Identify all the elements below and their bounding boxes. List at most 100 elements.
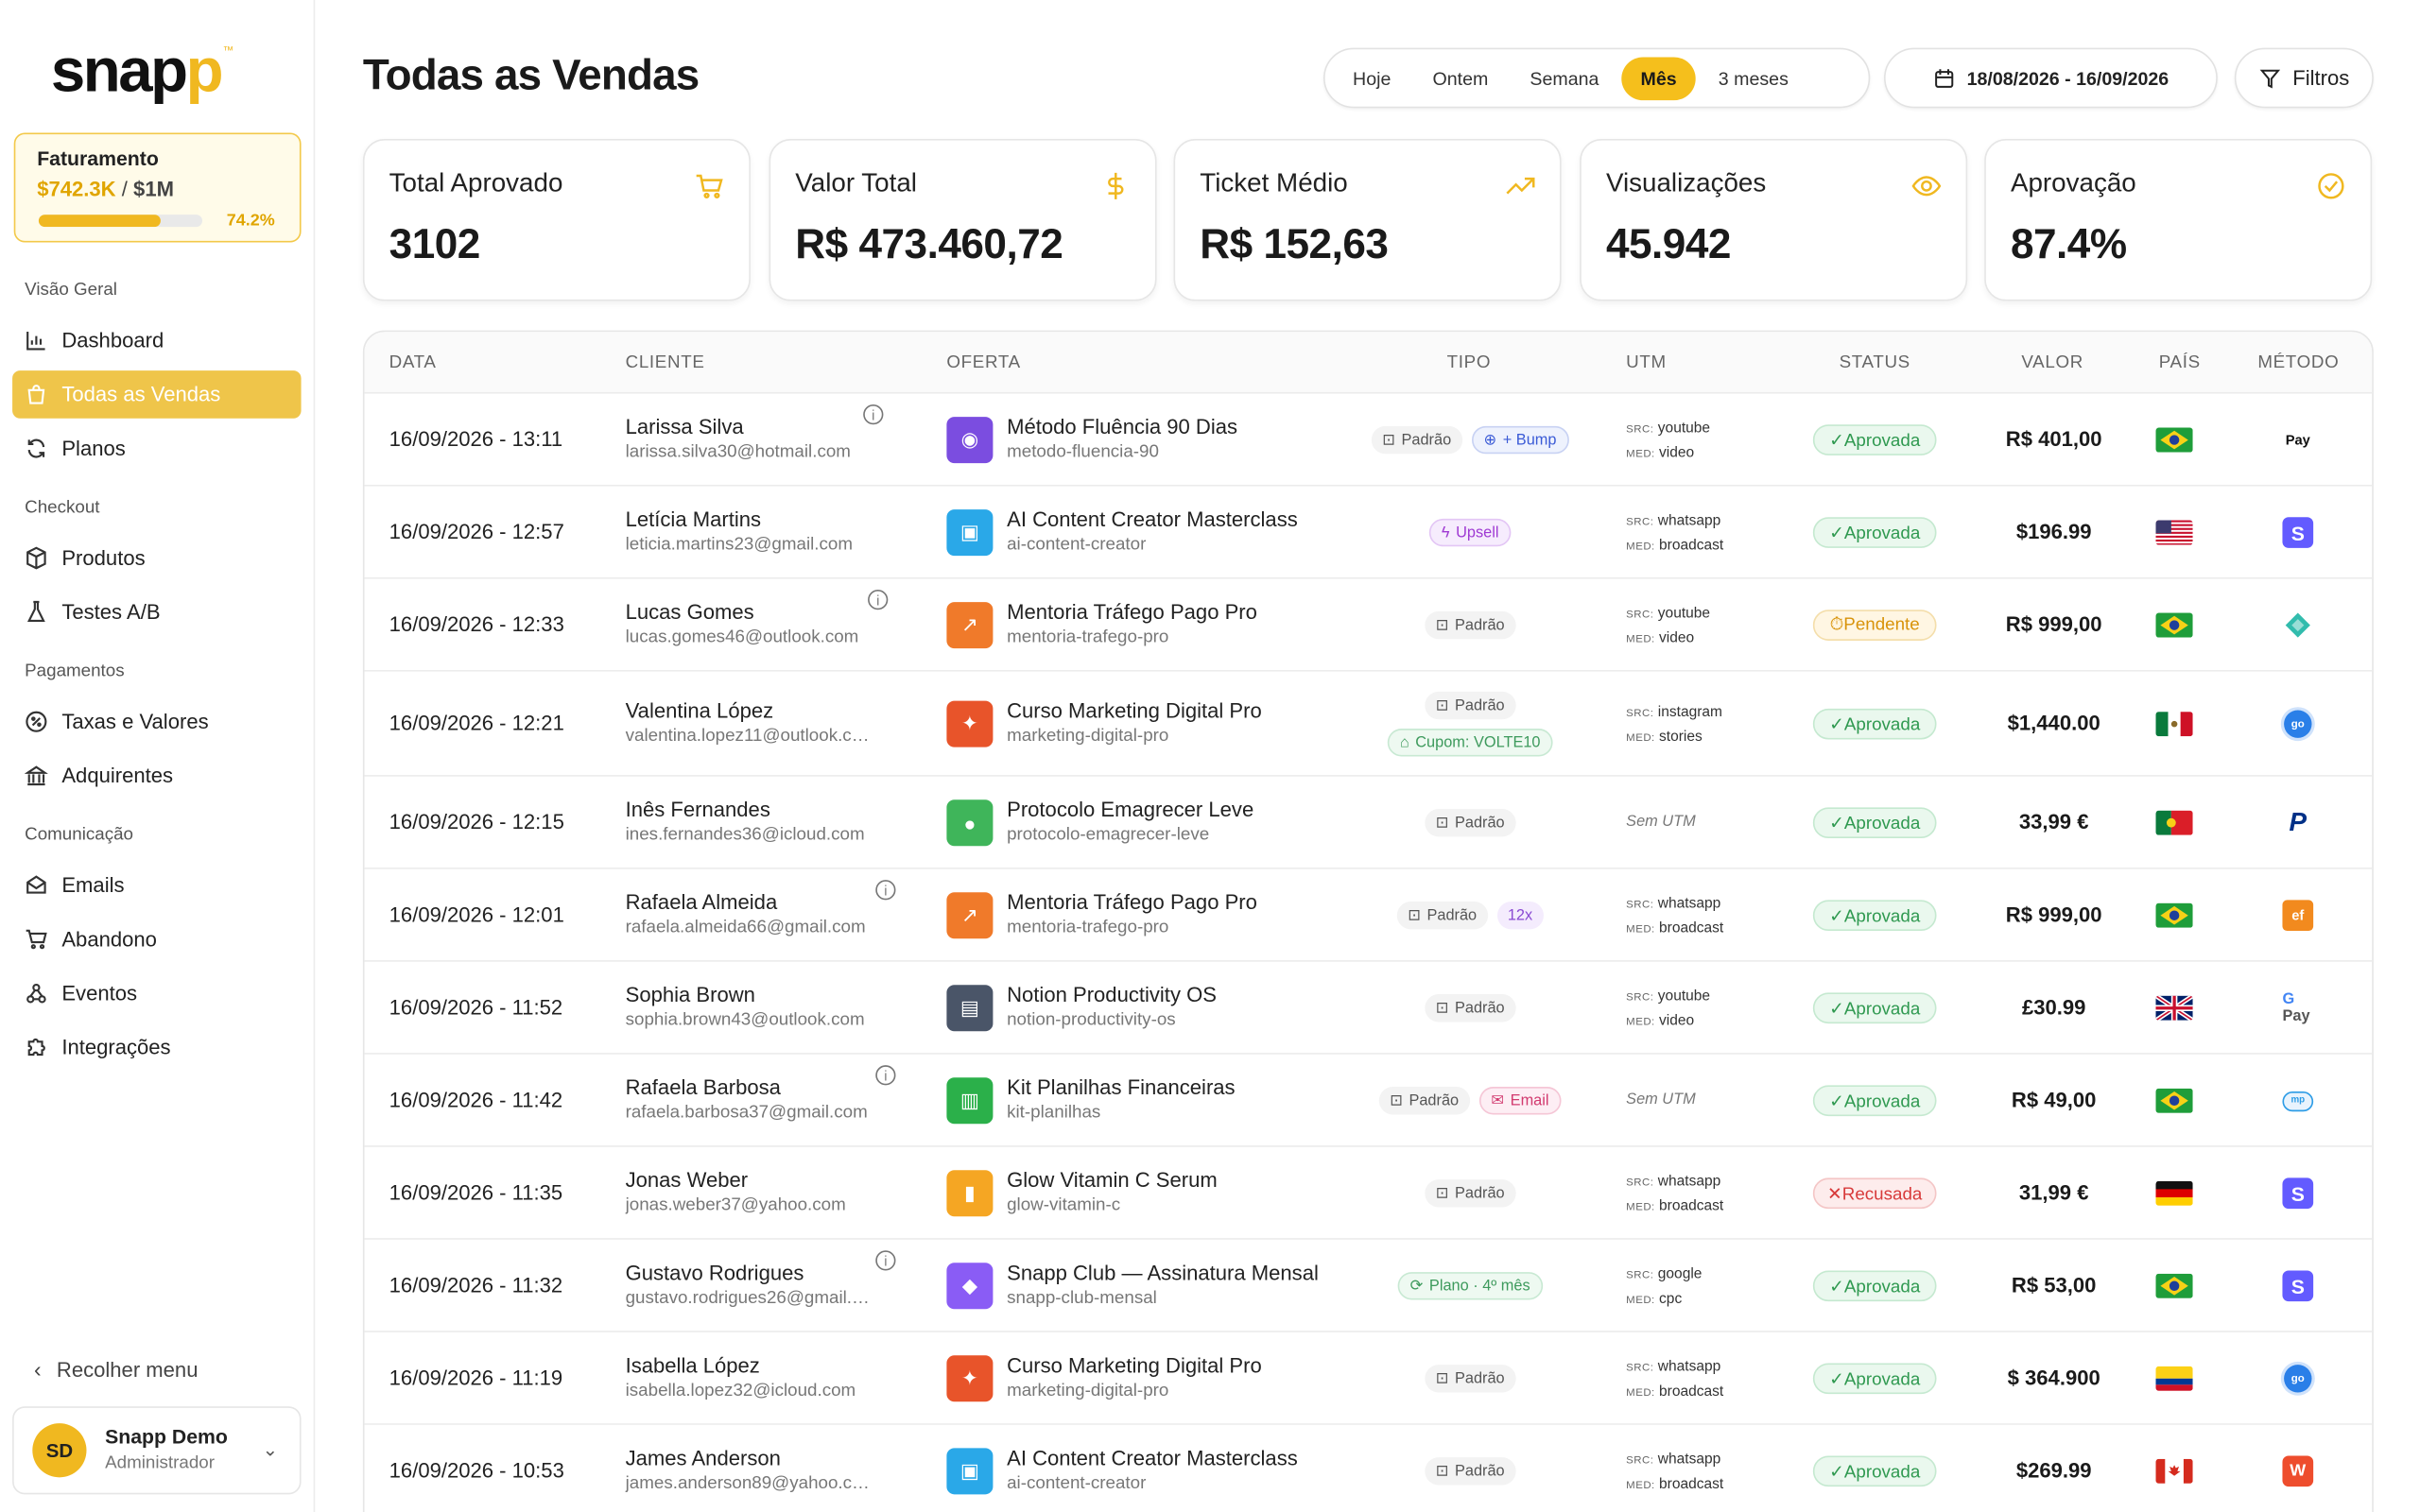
payment-method-icon: S: [2282, 517, 2313, 548]
table-row[interactable]: 16/09/2026 - 11:52 Sophia Brown sophia.bro…: [365, 962, 2373, 1055]
sale-date: 16/09/2026 - 11:19: [389, 1366, 563, 1390]
info-icon[interactable]: i: [863, 404, 883, 424]
sale-value: R$ 999,00: [1972, 903, 2135, 927]
revenue-goal-card[interactable]: Faturamento $742.3K / $1M 74.2%: [14, 132, 302, 242]
country-flag-br: [2156, 613, 2193, 638]
customer-name: Letícia Martins: [626, 507, 761, 531]
table-row[interactable]: 16/09/2026 - 12:33 Lucas Gomes lucas.gomes…: [365, 579, 2373, 672]
sale-value: £30.99: [1972, 996, 2135, 1020]
info-icon[interactable]: i: [875, 1250, 895, 1270]
period-mes[interactable]: Mês: [1622, 57, 1695, 100]
table-row[interactable]: 16/09/2026 - 12:21 Valentina López valenti…: [365, 672, 2373, 777]
product-name: Glow Vitamin C Serum: [1007, 1169, 1218, 1193]
utm-info: SRC: youtube MED: video: [1626, 602, 1710, 651]
customer-name: Gustavo Rodrigues: [626, 1262, 804, 1285]
product-name: Curso Marketing Digital Pro: [1007, 699, 1262, 723]
period-3-meses[interactable]: 3 meses: [1700, 57, 1806, 100]
customer-name: James Anderson: [626, 1447, 781, 1470]
table-row[interactable]: 16/09/2026 - 11:19 Isabella López isabella…: [365, 1332, 2373, 1425]
period-semana[interactable]: Semana: [1512, 57, 1617, 100]
info-icon[interactable]: i: [875, 880, 895, 900]
sidebar-item-dashboard[interactable]: Dashboard: [12, 317, 301, 365]
table-row[interactable]: 16/09/2026 - 11:35 Jonas Weber jonas.weber…: [365, 1147, 2373, 1240]
customer-email: sophia.brown43@outlook.com: [626, 1011, 873, 1030]
info-icon[interactable]: i: [868, 590, 888, 610]
product-slug: glow-vitamin-c: [1007, 1196, 1120, 1215]
sale-date: 16/09/2026 - 12:21: [389, 712, 564, 735]
kpi-valor-total: Valor Total R$ 473.460,72: [769, 139, 1157, 301]
status-badge: ✓Aprovada: [1813, 900, 1937, 931]
period-selector: Hoje Ontem Semana Mês 3 meses: [1323, 48, 1870, 109]
table-row[interactable]: 16/09/2026 - 12:57 Letícia Martins leticia…: [365, 487, 2373, 579]
product-thumbnail: ◆: [946, 1263, 993, 1309]
sidebar-item-integracoes[interactable]: Integrações: [12, 1023, 301, 1072]
sidebar-item-produtos[interactable]: Produtos: [12, 534, 301, 582]
country-flag-br: [2156, 1089, 2193, 1113]
table-row[interactable]: 16/09/2026 - 12:15 Inês Fernandes ines.fer…: [365, 777, 2373, 869]
col-data[interactable]: DATA: [389, 353, 437, 372]
period-hoje[interactable]: Hoje: [1334, 57, 1409, 100]
snapp-logo[interactable]: snapp ™: [51, 37, 221, 107]
country-flag-us: [2156, 521, 2193, 545]
col-pais[interactable]: PAÍS: [2159, 353, 2201, 372]
product-name: AI Content Creator Masterclass: [1007, 1447, 1298, 1470]
product-name: AI Content Creator Masterclass: [1007, 507, 1298, 531]
col-metodo[interactable]: MÉTODO: [2257, 353, 2339, 372]
sale-date: 16/09/2026 - 11:35: [389, 1181, 563, 1205]
mail-icon: [25, 874, 48, 898]
chevron-down-icon: ⌄: [263, 1439, 278, 1461]
kpi-total-aprovado: Total Aprovado 3102: [363, 139, 751, 301]
country-flag-de: [2156, 1181, 2193, 1206]
type-badge: ⊡ Padrão: [1425, 611, 1515, 639]
sidebar-item-planos[interactable]: Planos: [12, 424, 301, 472]
utm-info: SRC: youtube MED: video: [1626, 417, 1710, 466]
filters-button[interactable]: Filtros: [2235, 48, 2374, 109]
sale-date: 16/09/2026 - 11:42: [389, 1089, 563, 1112]
date-range-picker[interactable]: 18/08/2026 - 16/09/2026: [1884, 48, 2218, 109]
col-oferta[interactable]: OFERTA: [946, 353, 1020, 372]
sale-date: 16/09/2026 - 12:57: [389, 521, 564, 544]
payment-method-icon: [2282, 610, 2313, 641]
sidebar-item-abandono[interactable]: Abandono: [12, 916, 301, 964]
col-status[interactable]: STATUS: [1840, 353, 1910, 372]
user-menu[interactable]: SD Snapp Demo Administrador ⌄: [12, 1406, 301, 1494]
sidebar-item-emails[interactable]: Emails: [12, 862, 301, 910]
info-icon[interactable]: i: [875, 1065, 895, 1085]
customer-email: rafaela.almeida66@gmail.com: [626, 919, 873, 937]
col-utm[interactable]: UTM: [1626, 353, 1667, 372]
payment-method-icon: go: [2282, 709, 2313, 740]
product-slug: metodo-fluencia-90: [1007, 443, 1159, 462]
sale-date: 16/09/2026 - 13:11: [389, 428, 563, 452]
status-badge: ⏱Pendente: [1813, 610, 1937, 641]
utm-empty: Sem UTM: [1626, 814, 1696, 831]
table-row[interactable]: 16/09/2026 - 12:01 Rafaela Almeida rafaela…: [365, 869, 2373, 962]
product-thumbnail: ▥: [946, 1077, 993, 1124]
col-tipo[interactable]: TIPO: [1447, 353, 1491, 372]
table-row[interactable]: 16/09/2026 - 11:42 Rafaela Barbosa rafaela…: [365, 1055, 2373, 1147]
product-thumbnail: ↗: [946, 602, 993, 648]
bank-icon: [25, 765, 48, 788]
type-badge: ⊡ Padrão: [1379, 1087, 1470, 1114]
period-ontem[interactable]: Ontem: [1414, 57, 1507, 100]
col-cliente[interactable]: CLIENTE: [626, 353, 705, 372]
sidebar-item-taxas[interactable]: Taxas e Valores: [12, 697, 301, 746]
collapse-menu-button[interactable]: ‹ Recolher menu: [34, 1357, 199, 1382]
type-badge: ⊡ Padrão: [1425, 1365, 1515, 1392]
product-thumbnail: ▣: [946, 509, 993, 556]
sidebar-item-adquirentes[interactable]: Adquirentes: [12, 752, 301, 800]
customer-email: larissa.silva30@hotmail.com: [626, 443, 873, 462]
col-valor[interactable]: VALOR: [2021, 353, 2083, 372]
section-checkout: Checkout: [25, 499, 99, 518]
sidebar-item-eventos[interactable]: Eventos: [12, 970, 301, 1018]
product-thumbnail: ▣: [946, 1448, 993, 1494]
sidebar-item-todas-vendas[interactable]: Todas as Vendas: [12, 370, 301, 419]
product-thumbnail: ◉: [946, 417, 993, 463]
utm-info: SRC: whatsapp MED: broadcast: [1626, 1355, 1723, 1404]
sidebar-item-testes-ab[interactable]: Testes A/B: [12, 588, 301, 636]
type-badge: ⊡ Padrão: [1372, 426, 1462, 454]
table-row[interactable]: 16/09/2026 - 10:53 James Anderson james.an…: [365, 1425, 2373, 1512]
table-row[interactable]: 16/09/2026 - 13:11 Larissa Silva larissa.s…: [365, 394, 2373, 487]
customer-name: Rafaela Barbosa: [626, 1076, 781, 1100]
table-row[interactable]: 16/09/2026 - 11:32 Gustavo Rodrigues gusta…: [365, 1240, 2373, 1332]
